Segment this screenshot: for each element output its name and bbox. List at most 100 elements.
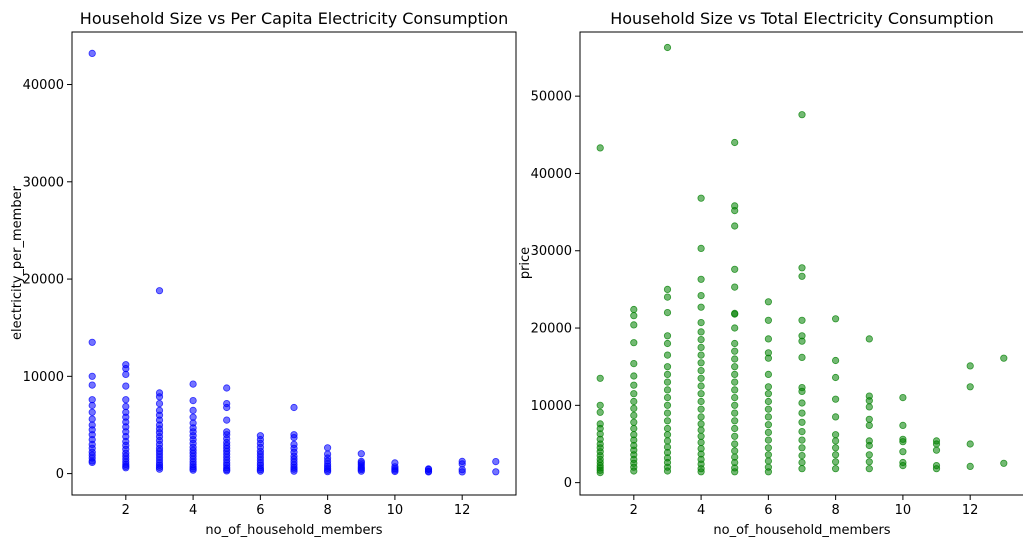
data-point <box>966 362 974 370</box>
y-tick-label: 20000 <box>531 322 572 337</box>
data-point <box>731 370 739 378</box>
data-point <box>798 465 806 473</box>
data-point <box>1000 459 1008 467</box>
plot-frame <box>579 31 1023 496</box>
data-point <box>731 409 739 417</box>
data-point <box>764 421 773 429</box>
data-point <box>697 390 705 398</box>
data-point <box>630 424 638 433</box>
data-point <box>731 310 739 318</box>
data-point <box>764 298 773 306</box>
data-point <box>798 316 806 324</box>
data-point <box>697 426 705 434</box>
plot-frame <box>71 31 517 496</box>
data-point <box>155 287 164 295</box>
data-point <box>764 370 773 378</box>
data-point <box>122 382 130 390</box>
data-point <box>697 413 705 421</box>
data-point <box>223 416 231 424</box>
x-tick-label: 2 <box>122 503 130 518</box>
chart-title: Household Size vs Per Capita Electricity… <box>80 9 508 28</box>
data-point <box>630 321 638 329</box>
data-point <box>630 359 638 368</box>
data-point <box>731 363 739 371</box>
data-point <box>831 413 840 421</box>
data-point <box>899 393 907 402</box>
data-point <box>256 467 264 475</box>
data-point <box>865 403 873 411</box>
data-point <box>424 468 433 476</box>
data-point <box>697 343 705 351</box>
data-point <box>697 275 705 283</box>
data-point <box>88 381 96 389</box>
data-point <box>697 432 705 440</box>
points-group <box>88 49 500 476</box>
data-point <box>731 265 739 273</box>
y-tick-label: 10000 <box>23 370 64 385</box>
data-point <box>798 111 806 119</box>
data-point <box>596 468 604 477</box>
data-point <box>697 438 705 446</box>
data-point <box>731 432 739 440</box>
data-point <box>88 49 96 58</box>
data-point <box>630 411 638 419</box>
data-point <box>663 386 672 394</box>
data-point <box>731 468 739 476</box>
data-point <box>798 399 806 407</box>
x-tick-label: 6 <box>256 503 264 518</box>
data-point <box>663 285 672 293</box>
data-point <box>88 458 96 466</box>
y-tick-label: 20000 <box>23 273 64 288</box>
data-point <box>630 390 638 398</box>
data-point <box>798 427 806 436</box>
data-point <box>865 441 873 450</box>
x-axis-label: no_of_household_members <box>205 523 382 538</box>
data-point <box>663 351 672 359</box>
data-point <box>798 418 806 426</box>
data-point <box>290 403 298 412</box>
y-tick-label: 10000 <box>531 399 572 414</box>
data-point <box>189 380 197 388</box>
data-point <box>663 43 672 52</box>
data-point <box>357 467 365 475</box>
data-point <box>764 444 773 452</box>
y-tick-label: 0 <box>564 476 572 491</box>
y-tick-label: 50000 <box>531 90 572 105</box>
data-point <box>663 424 672 433</box>
data-point <box>831 431 840 439</box>
data-point <box>764 335 773 343</box>
data-point <box>731 401 739 409</box>
data-point <box>731 417 739 425</box>
data-point <box>764 451 773 459</box>
data-point <box>663 339 672 348</box>
data-point <box>798 337 806 345</box>
data-point <box>932 446 941 454</box>
data-point <box>189 396 197 405</box>
y-tick-label: 0 <box>56 467 64 482</box>
data-point <box>731 378 739 386</box>
data-point <box>899 461 907 470</box>
data-point <box>630 372 638 380</box>
data-point <box>189 406 197 414</box>
data-point <box>290 433 298 442</box>
x-tick-label: 4 <box>189 503 197 518</box>
data-point <box>155 465 164 473</box>
data-point <box>663 437 672 445</box>
data-point <box>966 462 974 470</box>
data-point <box>731 386 739 394</box>
data-point <box>798 387 806 395</box>
x-tick-label: 8 <box>323 503 331 518</box>
data-point <box>697 194 705 202</box>
data-point <box>323 444 332 452</box>
data-point <box>697 359 705 367</box>
data-point <box>122 464 130 472</box>
data-point <box>932 465 941 473</box>
data-point <box>323 468 332 476</box>
data-point <box>764 436 773 444</box>
data-point <box>630 418 638 426</box>
data-point <box>865 397 873 405</box>
data-point <box>764 354 773 362</box>
data-point <box>663 417 672 425</box>
data-point <box>223 403 231 412</box>
